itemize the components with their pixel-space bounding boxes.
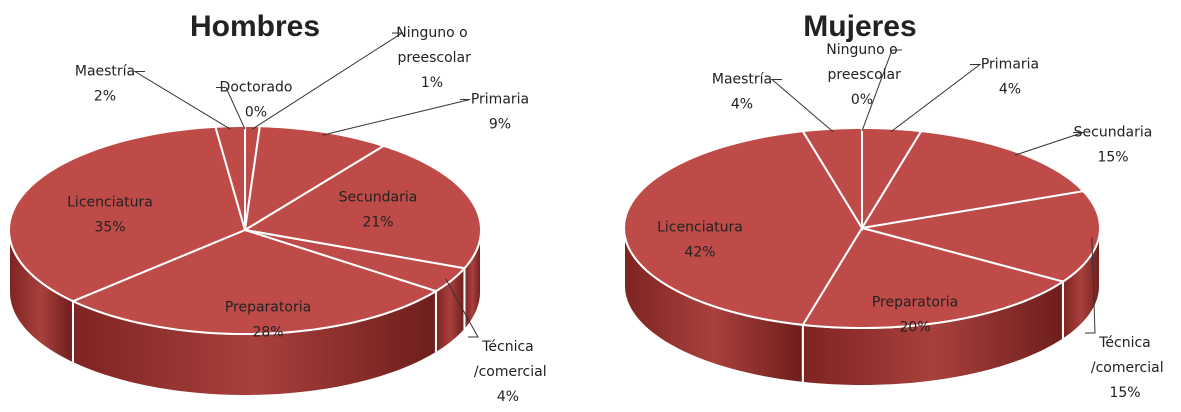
- label-line: Ninguno o: [396, 25, 467, 41]
- slice-label: Maestría: [75, 64, 135, 80]
- slice-label: Técnica /comercial: [469, 339, 546, 380]
- value-label: 15%: [1109, 385, 1140, 401]
- value-label: 28%: [252, 325, 283, 341]
- label-line: Preparatoria: [872, 295, 958, 311]
- slice-label: Preparatoria: [225, 300, 311, 316]
- label-line: Doctorado: [220, 80, 293, 96]
- value-label: 20%: [899, 320, 930, 336]
- slice: [622, 130, 864, 326]
- slice: [243, 125, 387, 232]
- chart-title: Hombres: [190, 10, 320, 43]
- label-line: Técnica: [481, 339, 534, 355]
- slice-label: Primaria: [471, 92, 529, 108]
- leader-line: [322, 99, 471, 136]
- value-label: 4%: [497, 389, 519, 405]
- slice: [860, 130, 1086, 230]
- label-line: Secundaria: [1074, 125, 1153, 141]
- label-line: Licenciatura: [657, 220, 743, 236]
- value-label: 35%: [94, 220, 125, 236]
- slice: [861, 190, 1102, 283]
- slice-label: Maestría: [712, 72, 772, 88]
- value-label: 42%: [684, 245, 715, 261]
- slice-label: Secundaria: [1074, 125, 1153, 141]
- label-line: preescolar: [823, 67, 901, 83]
- leader-line: [1085, 237, 1096, 334]
- label-line: Primaria: [981, 57, 1039, 73]
- slice: [70, 228, 439, 335]
- value-label: 0%: [851, 92, 873, 108]
- value-label: 21%: [362, 215, 393, 231]
- value-label: 4%: [999, 82, 1021, 98]
- slice: [801, 126, 863, 232]
- leader-line: [890, 64, 982, 133]
- label-line: Maestría: [712, 72, 772, 88]
- slice-label: Preparatoria: [872, 295, 958, 311]
- value-label: 2%: [94, 89, 116, 105]
- label-line: preescolar: [393, 50, 471, 66]
- label-line: Primaria: [471, 92, 529, 108]
- label-line: /comercial: [1086, 360, 1163, 376]
- leader-line: [445, 278, 479, 338]
- slice: [8, 125, 247, 303]
- value-label: 0%: [245, 105, 267, 121]
- leader-line: [770, 79, 834, 133]
- leader-line: [861, 49, 902, 132]
- label-line: Licenciatura: [67, 195, 153, 211]
- slice-label: Doctorado: [220, 80, 293, 96]
- chart-title: Mujeres: [803, 10, 916, 43]
- slice-label: Licenciatura: [657, 220, 743, 236]
- value-label: 15%: [1097, 150, 1128, 166]
- label-line: Ninguno o: [826, 42, 897, 58]
- leader-line: [133, 71, 231, 130]
- label-line: Secundaria: [339, 190, 418, 206]
- slice-label: Técnica /comercial: [1086, 335, 1163, 376]
- leader-line: [216, 87, 246, 130]
- slice-label: Secundaria: [339, 190, 418, 206]
- leader-line: [1014, 132, 1084, 156]
- label-line: Técnica: [1098, 335, 1151, 351]
- slice: [214, 125, 246, 231]
- value-label: 4%: [731, 97, 753, 113]
- label-line: Maestría: [75, 64, 135, 80]
- slice-label: Licenciatura: [67, 195, 153, 211]
- slice: [801, 226, 1066, 330]
- value-label: 9%: [489, 117, 511, 133]
- value-label: 1%: [421, 75, 443, 91]
- leader-line: [251, 32, 404, 130]
- slice-label: Ninguno o preescolar: [393, 25, 471, 66]
- slice: [242, 144, 482, 270]
- slice-label: Primaria: [981, 57, 1039, 73]
- label-line: /comercial: [469, 364, 546, 380]
- label-line: Preparatoria: [225, 300, 311, 316]
- slice: [244, 229, 467, 293]
- slice-label: Ninguno o preescolar: [823, 42, 901, 83]
